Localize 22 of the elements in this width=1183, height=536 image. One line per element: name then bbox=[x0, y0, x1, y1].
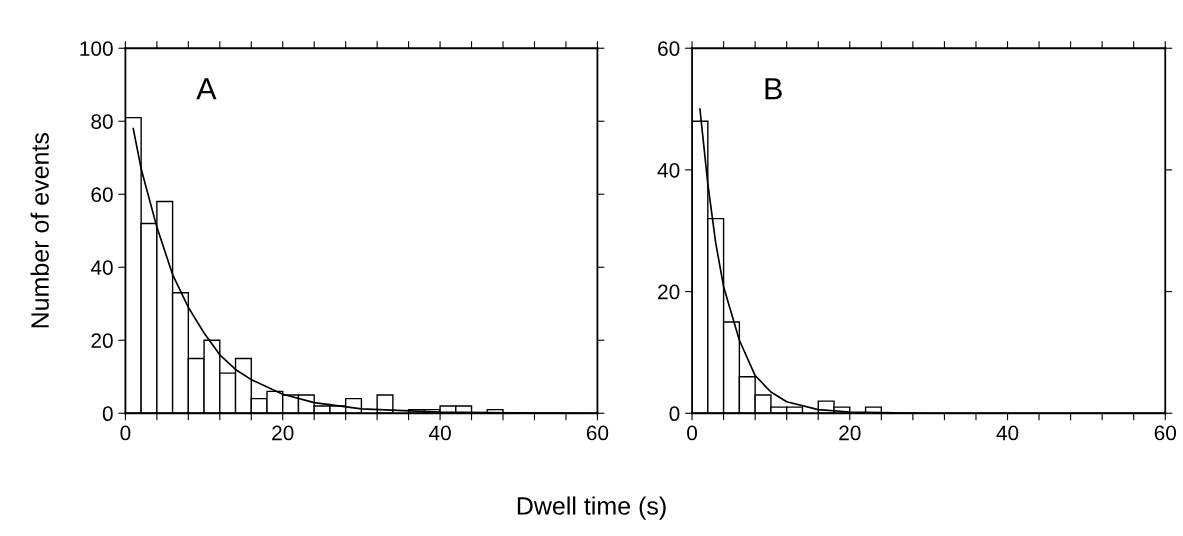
y-tick-label: 40 bbox=[90, 260, 113, 275]
annotation: B bbox=[765, 78, 782, 100]
annotation: A bbox=[196, 78, 217, 100]
y-tick-label: 20 bbox=[91, 333, 113, 349]
x-tick-label: 40 bbox=[996, 425, 1019, 441]
x-tick-label: 60 bbox=[1154, 425, 1177, 441]
x-axis-title: Dwell time (s) bbox=[517, 496, 666, 520]
y-tick-label: 0 bbox=[102, 406, 113, 422]
y-tick-label: 100 bbox=[80, 41, 113, 56]
x-tick-label: 20 bbox=[272, 425, 294, 441]
x-tick-label: 0 bbox=[687, 425, 698, 441]
y-tick-label: 60 bbox=[658, 41, 680, 56]
x-tick-label: 0 bbox=[120, 425, 131, 441]
y-tick-label: 20 bbox=[658, 284, 680, 300]
y-tick-label: 80 bbox=[91, 114, 113, 129]
y-tick-label: 40 bbox=[657, 162, 680, 178]
x-tick-label: 20 bbox=[839, 425, 861, 441]
y-tick-label: 60 bbox=[91, 187, 113, 202]
y-tick-label: 0 bbox=[669, 406, 680, 422]
x-tick-label: 40 bbox=[428, 425, 451, 441]
x-tick-label: 60 bbox=[586, 425, 609, 441]
y-axis-title: Number of events bbox=[30, 132, 49, 328]
